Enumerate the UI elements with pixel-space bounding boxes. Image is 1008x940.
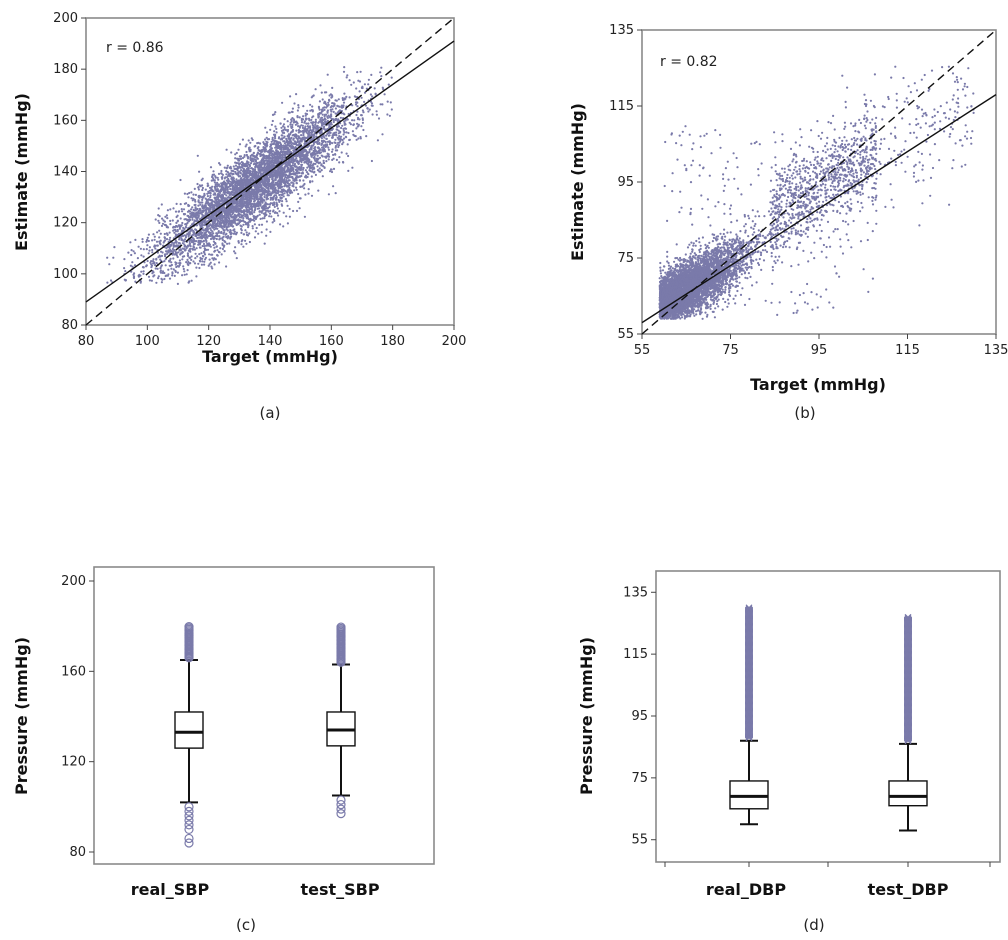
outlier-point — [184, 811, 194, 821]
identity-line-a — [85, 17, 455, 326]
box-test_DBP — [888, 613, 928, 832]
outliers — [336, 622, 346, 819]
outlier-point — [336, 809, 346, 819]
y-tick-label: 55 — [631, 833, 648, 848]
y-tick-label: 160 — [61, 664, 86, 679]
outlier-mark — [904, 614, 912, 622]
outlier-stars — [745, 604, 753, 742]
caption-d: (d) — [803, 916, 824, 934]
x-tick-label: 75 — [722, 343, 739, 358]
y-tick-label: 95 — [617, 175, 634, 190]
y-tick-label: 200 — [61, 574, 86, 589]
correlation-label-a: r = 0.86 — [106, 40, 164, 56]
fit-line-b — [641, 94, 997, 324]
panel-b: r = 0.82 55 75 95 115 135 55 75 95 115 135 Targe… — [568, 23, 1008, 422]
category-label-real-dbp: real_DBP — [706, 880, 787, 899]
iqr-box — [174, 711, 204, 749]
x-tick-label: 95 — [811, 343, 828, 358]
y-tick-label: 140 — [53, 165, 78, 180]
y-axis-label-d: Pressure (mmHg) — [577, 637, 596, 795]
x-tick-label: 120 — [196, 334, 221, 349]
box-test_SBP — [326, 622, 356, 819]
x-tick-label: 100 — [135, 334, 160, 349]
caption-a: (a) — [260, 404, 281, 422]
boxes-d — [664, 604, 991, 867]
y-axis-label-b: Estimate (mmHg) — [568, 103, 587, 261]
panel-c: 80 120 160 200 real_SBP test_SBP Pressure (… — [12, 566, 435, 934]
x-ticks-a: 80 100 120 140 160 180 200 — [78, 325, 467, 349]
outlier-point — [184, 820, 194, 830]
category-label-test-dbp: test_DBP — [868, 880, 949, 899]
outlier-point — [336, 799, 346, 810]
x-axis-label-b: Target (mmHg) — [750, 375, 886, 394]
y-ticks-d: 55 75 95 115 135 — [623, 585, 656, 848]
box-real_DBP — [729, 604, 769, 826]
x-tick-label: 180 — [380, 334, 405, 349]
y-axis-label-c: Pressure (mmHg) — [12, 637, 31, 795]
x-ticks-b: 55 75 95 115 135 — [634, 334, 1008, 358]
y-axis-label-a: Estimate (mmHg) — [12, 93, 31, 251]
y-tick-label: 55 — [617, 327, 634, 342]
scatter-points-a — [106, 66, 393, 285]
outlier-point — [184, 806, 194, 816]
outlier-mark — [904, 613, 912, 621]
plot-frame-c — [93, 566, 435, 865]
outlier-point — [184, 824, 194, 835]
y-ticks-b: 55 75 95 115 135 — [609, 23, 642, 342]
boxes-c — [174, 622, 356, 848]
caption-c: (c) — [236, 916, 256, 934]
y-tick-label: 75 — [631, 771, 648, 786]
outlier-stars — [904, 613, 912, 745]
y-tick-label: 115 — [623, 647, 648, 662]
plot-frame-d — [655, 570, 1001, 863]
caption-b: (b) — [794, 404, 815, 422]
correlation-label-b: r = 0.82 — [660, 54, 718, 70]
y-tick-label: 75 — [617, 251, 634, 266]
outliers — [184, 622, 194, 848]
y-tick-label: 80 — [61, 318, 78, 333]
y-tick-label: 100 — [53, 267, 78, 282]
y-tick-label: 135 — [609, 23, 634, 38]
outlier-point — [184, 802, 194, 812]
y-tick-label: 200 — [53, 11, 78, 26]
outlier-point — [184, 838, 194, 848]
x-tick-label: 200 — [442, 334, 467, 349]
y-tick-label: 180 — [53, 62, 78, 77]
x-tick-label: 160 — [319, 334, 344, 349]
outlier-point — [336, 804, 346, 814]
outlier-mark — [745, 604, 753, 612]
y-tick-label: 135 — [623, 585, 648, 600]
x-tick-label: 140 — [258, 334, 283, 349]
x-tick-label: 80 — [78, 334, 95, 349]
outlier-point — [184, 833, 194, 844]
y-ticks-c: 80 120 160 200 — [61, 574, 94, 860]
outlier-point — [336, 622, 346, 632]
outlier-point — [184, 815, 194, 825]
panel-d: 55 75 95 115 135 real_DBP test_DBP Pressure … — [577, 570, 1001, 934]
y-tick-label: 120 — [61, 755, 86, 770]
iqr-box — [888, 780, 928, 807]
outlier-mark — [745, 605, 753, 613]
panel-a: r = 0.86 80 100 120 140 160 180 200 80 100 120 14… — [12, 11, 466, 422]
x-axis-label-a: Target (mmHg) — [202, 347, 338, 366]
y-ticks-a: 80 100 120 140 160 180 200 — [53, 11, 86, 333]
x-tick-label: 135 — [984, 343, 1008, 358]
x-tick-label: 55 — [634, 343, 651, 358]
y-tick-label: 95 — [631, 709, 648, 724]
y-tick-label: 120 — [53, 216, 78, 231]
category-label-test-sbp: test_SBP — [300, 880, 379, 899]
outlier-point — [336, 795, 346, 805]
category-label-real-sbp: real_SBP — [131, 880, 210, 899]
y-tick-label: 160 — [53, 113, 78, 128]
iqr-box — [729, 780, 769, 810]
y-tick-label: 115 — [609, 99, 634, 114]
y-tick-label: 80 — [69, 845, 86, 860]
box-real_SBP — [174, 622, 204, 848]
outlier-point — [184, 622, 194, 632]
x-tick-label: 115 — [895, 343, 920, 358]
